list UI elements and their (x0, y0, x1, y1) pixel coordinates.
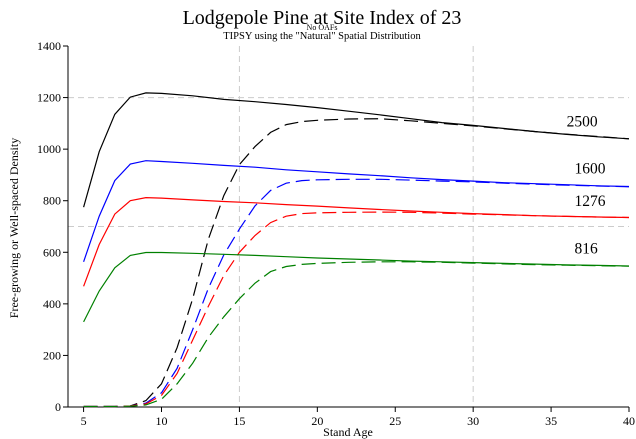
y-axis-ticks: 0 200 400 600 800 1000 1200 1400 (37, 39, 68, 414)
x-tick-label: 40 (623, 414, 635, 428)
series-1276-free-growing-line (83, 211, 630, 408)
x-tick-label: 10 (156, 414, 168, 428)
x-axis-label: Stand Age (323, 425, 373, 439)
series-2500-free-growing-line (83, 118, 630, 408)
y-tick-label: 400 (43, 297, 61, 311)
reference-lines (68, 46, 629, 407)
x-tick-label: 25 (389, 414, 401, 428)
y-tick-label: 1000 (37, 142, 61, 156)
y-tick-label: 800 (43, 194, 61, 208)
series-1600-free-growing-line (83, 178, 630, 408)
series-label-1276: 1276 (574, 193, 605, 210)
x-tick-label: 35 (545, 414, 557, 428)
x-tick-label: 20 (311, 414, 323, 428)
y-tick-label: 1400 (37, 39, 61, 53)
series-1600-density-line (83, 160, 630, 262)
x-tick-label: 15 (233, 414, 245, 428)
chart-subtitle-tipsy: TIPSY using the "Natural" Spatial Distri… (223, 31, 421, 42)
y-tick-label: 600 (43, 245, 61, 259)
x-axis-ticks: 5 10 15 20 25 30 35 40 (81, 407, 635, 428)
y-tick-label: 1200 (37, 91, 61, 105)
series-lines (83, 92, 630, 408)
series-label-2500: 2500 (567, 113, 598, 130)
chart-subtitle-oafs: No OAFs (307, 23, 338, 32)
series-816-density-line (83, 251, 630, 323)
y-axis-label: Free-growing or Well-spaced Density (7, 138, 21, 318)
series-labels: 2500 1600 1276 816 (567, 113, 606, 257)
x-tick-label: 5 (81, 414, 87, 428)
x-tick-label: 30 (467, 414, 479, 428)
series-816-free-growing-line (83, 261, 630, 408)
y-tick-label: 0 (55, 400, 61, 414)
series-1276-density-line (83, 196, 630, 287)
series-label-816: 816 (574, 241, 598, 258)
series-label-1600: 1600 (574, 161, 605, 178)
chart-title: Lodgepole Pine at Site Index of 23 (183, 7, 462, 29)
series-2500-density-line (83, 92, 630, 208)
y-tick-label: 200 (43, 348, 61, 362)
